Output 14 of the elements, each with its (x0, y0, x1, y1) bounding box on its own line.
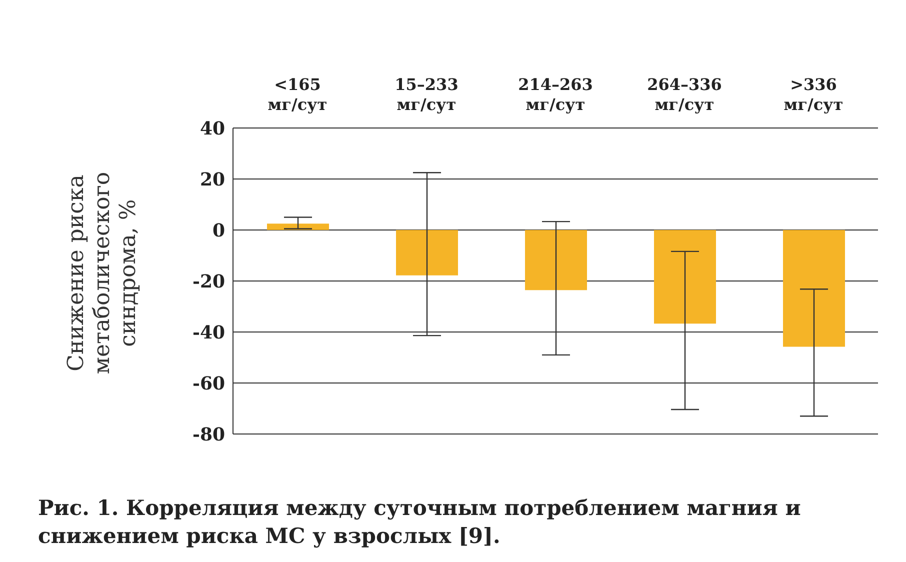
y-tick-label: -60 (192, 373, 225, 394)
y-axis-title: Снижение риска метаболического синдрома, % (64, 170, 142, 376)
text: Рис. 1. Корреляция между суточным потреблением магния и снижением риска МС у взрослых [9]. (38, 494, 802, 550)
y-tick-label: 20 (200, 169, 225, 190)
x-tick-label: 264–336 мг/сут (647, 75, 722, 114)
y-tick-label: 40 (200, 118, 225, 140)
y-tick-label: -80 (192, 424, 225, 446)
y-tick-label: 0 (212, 220, 225, 242)
x-tick-label: 214–263 мг/сут (518, 75, 593, 114)
y-tick-label: -20 (192, 271, 225, 292)
x-tick-label: >336 мг/сут (784, 75, 844, 114)
x-tick-label: 15–233 мг/сут (394, 75, 458, 114)
x-tick-label: <165 мг/сут (268, 75, 328, 114)
y-tick-label: -40 (192, 322, 225, 344)
